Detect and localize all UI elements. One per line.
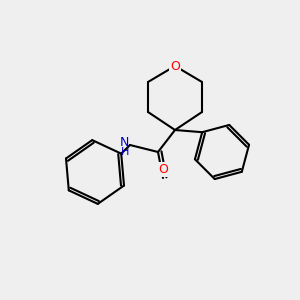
Text: O: O	[170, 59, 180, 73]
Text: O: O	[158, 163, 168, 176]
Text: N: N	[120, 136, 129, 148]
Text: H: H	[121, 147, 129, 157]
